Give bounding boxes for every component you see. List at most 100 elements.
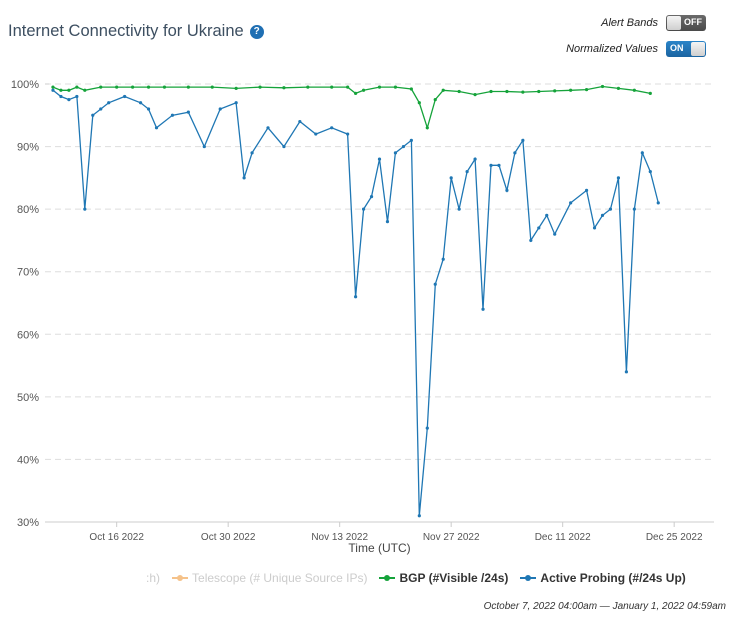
active-probing-data-point xyxy=(401,144,405,149)
x-tick-label: Nov 27 2022 xyxy=(423,532,480,543)
bgp-data-point xyxy=(162,85,167,89)
legend-label: Telescope (# Unique Source IPs) xyxy=(192,571,368,585)
active-probing-data-point xyxy=(170,113,175,117)
legend-label: Active Probing (#/24s Up) xyxy=(540,571,686,585)
normalized-values-state: ON xyxy=(670,43,684,53)
bgp-data-point xyxy=(553,89,557,93)
question-icon[interactable]: ? xyxy=(249,24,264,39)
x-tick-label: Oct 30 2022 xyxy=(201,532,256,543)
bgp-data-point xyxy=(67,88,71,92)
bgp-data-point xyxy=(282,86,286,90)
active-probing-data-point xyxy=(138,101,143,105)
bgp-data-point xyxy=(51,85,55,89)
active-probing-data-point xyxy=(616,176,621,180)
active-probing-data-point xyxy=(266,126,270,130)
y-tick-label: 90% xyxy=(17,142,39,154)
active-probing-data-point xyxy=(202,144,206,149)
toggle-knob xyxy=(691,42,705,56)
active-probing-data-point xyxy=(234,101,238,105)
y-tick-label: 100% xyxy=(11,79,39,91)
bgp-data-point xyxy=(537,89,541,94)
bgp-data-point xyxy=(75,85,79,89)
bgp-data-point xyxy=(409,87,413,91)
legend-label: BGP (#Visible /24s) xyxy=(399,571,509,585)
bgp-data-point xyxy=(146,85,151,89)
bgp-data-point xyxy=(346,85,350,89)
active-probing-data-point xyxy=(513,151,517,155)
active-probing-data-point xyxy=(521,138,525,142)
bgp-data-point xyxy=(616,86,621,90)
bgp-data-point xyxy=(505,89,509,94)
active-probing-data-point xyxy=(369,195,374,199)
active-probing-data-point xyxy=(497,163,501,167)
active-probing-data-point xyxy=(584,188,589,192)
bgp-data-point xyxy=(632,88,636,92)
active-probing-data-point xyxy=(529,238,533,243)
x-tick-label: Oct 16 2022 xyxy=(89,532,144,543)
active-probing-data-point xyxy=(473,157,477,161)
toggle-knob xyxy=(667,16,681,30)
bgp-data-point xyxy=(361,88,366,92)
y-tick-label: 80% xyxy=(17,204,39,216)
alert-bands-label: Alert Bands xyxy=(601,17,658,29)
bgp-data-point xyxy=(83,88,87,92)
active-probing-data-point xyxy=(91,113,95,117)
active-probing-data-point xyxy=(298,119,302,124)
legend-marker-icon xyxy=(172,575,189,581)
y-tick-label: 50% xyxy=(17,392,39,404)
active-probing-data-point xyxy=(656,201,660,205)
chart-legend: :h) Telescope (# Unique Source IPs) BGP (#… xyxy=(146,571,698,585)
active-probing-data-point xyxy=(218,107,222,111)
bgp-series-line xyxy=(52,85,651,131)
normalized-values-label: Normalized Values xyxy=(566,43,658,55)
active-probing-data-point xyxy=(250,151,254,155)
x-axis-label: Time (UTC) xyxy=(348,541,410,555)
bgp-data-point xyxy=(433,98,437,102)
active-probing-data-point xyxy=(75,94,79,99)
y-tick-label: 30% xyxy=(17,517,39,529)
connectivity-chart: 30% 40% 50% 60% 70% 80% 90% 100% Oct 16 2022 Oct … xyxy=(11,79,714,555)
active-probing-data-point xyxy=(154,126,159,130)
bgp-data-point xyxy=(600,84,605,89)
active-probing-data-point xyxy=(489,163,493,167)
x-tick-label: Dec 25 2022 xyxy=(646,532,703,543)
active-probing-data-point xyxy=(537,226,541,230)
active-probing-data-point xyxy=(433,282,437,286)
active-probing-data-point xyxy=(67,98,71,102)
active-probing-data-point xyxy=(377,157,382,161)
bgp-data-point xyxy=(457,89,461,94)
normalized-values-control: Normalized Values ON xyxy=(566,41,706,57)
active-probing-data-point xyxy=(608,207,613,211)
active-probing-data-point xyxy=(592,226,597,230)
active-probing-data-point xyxy=(346,132,350,136)
active-probing-data-point xyxy=(632,207,636,211)
bgp-data-point xyxy=(425,126,429,130)
active-probing-data-point xyxy=(457,207,461,211)
page-title-group: Internet Connectivity for Ukraine ? xyxy=(8,22,264,41)
active-probing-data-point xyxy=(59,94,63,99)
alert-bands-control: Alert Bands OFF xyxy=(601,15,706,31)
legend-label: :h) xyxy=(146,571,161,585)
active-probing-data-point xyxy=(330,126,334,130)
y-tick-label: 40% xyxy=(17,454,39,466)
legend-item[interactable]: Telescope (# Unique Source IPs) xyxy=(172,571,367,585)
legend-item[interactable]: BGP (#Visible /24s) xyxy=(379,571,508,585)
bgp-data-point xyxy=(330,85,334,89)
legend-item[interactable]: :h) xyxy=(146,571,160,585)
bgp-data-point xyxy=(441,88,445,92)
active-probing-data-point xyxy=(51,88,55,92)
active-probing-data-point xyxy=(505,188,509,192)
active-probing-data-point xyxy=(409,138,413,142)
active-probing-data-point xyxy=(107,101,111,105)
legend-marker-icon xyxy=(379,575,396,581)
alert-bands-toggle[interactable]: OFF xyxy=(666,15,706,31)
bgp-data-point xyxy=(354,91,358,95)
normalized-values-toggle[interactable]: ON xyxy=(666,41,706,57)
legend-item[interactable]: Active Probing (#/24s Up) xyxy=(520,571,686,585)
active-probing-data-point xyxy=(385,220,390,224)
active-probing-series-line xyxy=(52,89,659,516)
bgp-data-point xyxy=(258,85,262,89)
alert-bands-state: OFF xyxy=(684,17,702,27)
y-tick-label: 70% xyxy=(17,267,39,279)
active-probing-data-point xyxy=(146,107,151,111)
